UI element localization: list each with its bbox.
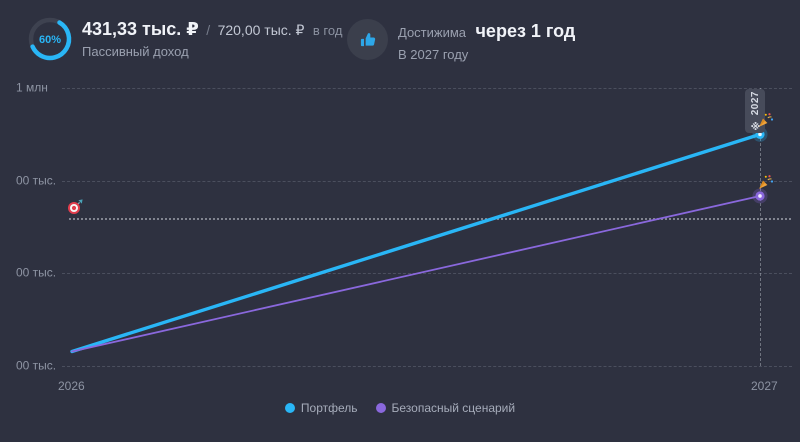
income-values-row: 431,33 тыс. ₽ / 720,00 тыс. ₽ в год [82,18,342,41]
goal-achievability-summary: Достижима через 1 год В 2027 году [347,19,575,64]
goal-text: Достижима через 1 год В 2027 году [398,19,575,64]
legend-item-safe-scenario[interactable]: Безопасный сценарий [375,401,516,415]
x-axis-label-2026: 2026 [58,379,85,393]
chart-legend: Портфель Безопасный сценарий [0,401,800,415]
portfolio-legend-label: Портфель [300,401,358,415]
party-popper-icon [759,175,774,189]
party-popper-icon [759,113,774,128]
thumbs-up-badge [347,19,388,60]
target-income-value: 720,00 тыс. ₽ [217,22,305,38]
y-axis-tick-label: 00 тыс. [16,172,57,187]
portfolio-legend-dot [284,403,295,413]
y-axis-tick-label: 00 тыс. [16,358,57,373]
passive-income-text: 431,33 тыс. ₽ / 720,00 тыс. ₽ в год Пасс… [82,16,342,60]
safe-scenario-legend-label: Безопасный сценарий [391,401,516,415]
portfolio-line [70,132,762,354]
gridline [62,88,792,89]
safe-scenario-legend-dot [375,403,386,413]
value-separator: / [206,22,211,38]
legend-item-portfolio[interactable]: Портфель [284,401,358,415]
passive-income-label: Пассивный доход [82,44,189,59]
gridline [62,366,792,367]
target-icon [68,199,83,214]
gridline [62,180,792,182]
goal-line [69,217,791,220]
progress-donut: 60% [28,17,72,61]
progress-percent-label: 60% [39,34,61,46]
thumbs-up-icon [360,32,375,46]
x-axis-label-2027: 2027 [751,379,778,393]
goal-headline-row: Достижима через 1 год [398,20,575,44]
goal-headline: через 1 год [475,21,576,41]
goal-subtitle: В 2027 году [398,46,469,62]
y-axis-tick-label: 1 млн [16,80,48,95]
passive-income-summary: 60% 431,33 тыс. ₽ / 720,00 тыс. ₽ в год … [27,16,342,62]
target-period-label: в год [312,23,343,38]
gridline [62,273,792,275]
current-income-value: 431,33 тыс. ₽ [82,19,199,39]
y-axis-tick-label: 00 тыс. [16,265,57,280]
goal-prefix-label: Достижима [398,25,467,40]
donut-progress-arc [28,17,72,61]
goal-year-badge: ※ 2027 [745,89,765,133]
